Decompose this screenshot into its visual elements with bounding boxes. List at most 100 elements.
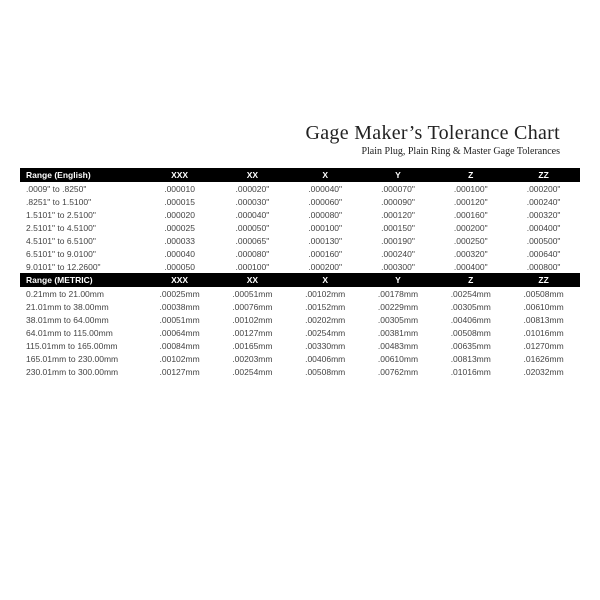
cell-range: 6.5101" to 9.0100" [20, 247, 143, 260]
cell-z: .01016mm [434, 365, 507, 378]
table-row: 9.0101" to 12.2600".000050.000100".00020… [20, 260, 580, 273]
cell-x: .00202mm [289, 313, 362, 326]
cell-xx: .00102mm [216, 313, 289, 326]
chart-subtitle: Plain Plug, Plain Ring & Master Gage Tol… [306, 146, 561, 157]
col-xx: XX [216, 273, 289, 287]
cell-z: .000320" [434, 247, 507, 260]
cell-range: 1.5101" to 2.5100" [20, 208, 143, 221]
table-row: 21.01mm to 38.00mm.00038mm.00076mm.00152… [20, 300, 580, 313]
cell-xx: .00076mm [216, 300, 289, 313]
col-zz: ZZ [507, 273, 580, 287]
cell-y: .000120" [362, 208, 435, 221]
cell-x: .00102mm [289, 287, 362, 300]
cell-xxx: .00084mm [143, 339, 216, 352]
col-xxx: XXX [143, 273, 216, 287]
cell-xxx: .00025mm [143, 287, 216, 300]
cell-xx: .00203mm [216, 352, 289, 365]
cell-x: .00254mm [289, 326, 362, 339]
cell-xx: .000065" [216, 234, 289, 247]
cell-zz: .01016mm [507, 326, 580, 339]
table-row: 115.01mm to 165.00mm.00084mm.00165mm.003… [20, 339, 580, 352]
table-row: 4.5101" to 6.5100".000033.000065".000130… [20, 234, 580, 247]
col-zz: ZZ [507, 168, 580, 182]
cell-range: 38.01mm to 64.00mm [20, 313, 143, 326]
col-xxx: XXX [143, 168, 216, 182]
cell-z: .00635mm [434, 339, 507, 352]
title-block: Gage Maker’s Tolerance Chart Plain Plug,… [306, 122, 561, 157]
cell-range: 2.5101" to 4.5100" [20, 221, 143, 234]
cell-xxx: .00038mm [143, 300, 216, 313]
cell-range: 4.5101" to 6.5100" [20, 234, 143, 247]
cell-x: .00508mm [289, 365, 362, 378]
cell-y: .000300" [362, 260, 435, 273]
cell-xxx: .000025 [143, 221, 216, 234]
cell-range: .8251" to 1.5100" [20, 195, 143, 208]
col-z: Z [434, 273, 507, 287]
cell-z: .000250" [434, 234, 507, 247]
cell-range: 64.01mm to 115.00mm [20, 326, 143, 339]
cell-zz: .000800" [507, 260, 580, 273]
cell-x: .000200" [289, 260, 362, 273]
cell-z: .00305mm [434, 300, 507, 313]
table-row: 230.01mm to 300.00mm.00127mm.00254mm.005… [20, 365, 580, 378]
cell-zz: .000640" [507, 247, 580, 260]
cell-x: .000130" [289, 234, 362, 247]
cell-zz: .000500" [507, 234, 580, 247]
cell-z: .000400" [434, 260, 507, 273]
cell-xxx: .000010 [143, 182, 216, 195]
cell-y: .00610mm [362, 352, 435, 365]
cell-range: 0.21mm to 21.00mm [20, 287, 143, 300]
cell-range: 9.0101" to 12.2600" [20, 260, 143, 273]
cell-z: .00813mm [434, 352, 507, 365]
cell-y: .00178mm [362, 287, 435, 300]
cell-x: .000160" [289, 247, 362, 260]
table-row: .0009" to .8250".000010.000020".000040".… [20, 182, 580, 195]
cell-z: .000200" [434, 221, 507, 234]
metric-table: Range (METRIC) XXX XX X Y Z ZZ 0.21mm to… [20, 273, 580, 378]
cell-xx: .000050" [216, 221, 289, 234]
cell-x: .00152mm [289, 300, 362, 313]
table-row: 6.5101" to 9.0100".000040.000080".000160… [20, 247, 580, 260]
cell-y: .00381mm [362, 326, 435, 339]
cell-x: .000080" [289, 208, 362, 221]
cell-xx: .000020" [216, 182, 289, 195]
cell-z: .00406mm [434, 313, 507, 326]
cell-zz: .00813mm [507, 313, 580, 326]
chart-title: Gage Maker’s Tolerance Chart [306, 122, 561, 145]
cell-xxx: .00102mm [143, 352, 216, 365]
page: Gage Maker’s Tolerance Chart Plain Plug,… [0, 0, 600, 600]
cell-z: .000120" [434, 195, 507, 208]
col-y: Y [362, 168, 435, 182]
cell-x: .00406mm [289, 352, 362, 365]
cell-x: .000060" [289, 195, 362, 208]
table-row: .8251" to 1.5100".000015.000030".000060"… [20, 195, 580, 208]
cell-x: .00330mm [289, 339, 362, 352]
cell-y: .00305mm [362, 313, 435, 326]
cell-zz: .00610mm [507, 300, 580, 313]
cell-y: .00483mm [362, 339, 435, 352]
cell-xx: .00165mm [216, 339, 289, 352]
col-z: Z [434, 168, 507, 182]
cell-xxx: .000020 [143, 208, 216, 221]
table-row: 165.01mm to 230.00mm.00102mm.00203mm.004… [20, 352, 580, 365]
cell-xx: .00127mm [216, 326, 289, 339]
cell-y: .000090" [362, 195, 435, 208]
metric-header-row: Range (METRIC) XXX XX X Y Z ZZ [20, 273, 580, 287]
cell-y: .00762mm [362, 365, 435, 378]
cell-xx: .00051mm [216, 287, 289, 300]
cell-zz: .000240" [507, 195, 580, 208]
cell-zz: .000400" [507, 221, 580, 234]
cell-x: .000100" [289, 221, 362, 234]
cell-xxx: .00051mm [143, 313, 216, 326]
cell-range: .0009" to .8250" [20, 182, 143, 195]
cell-y: .000150" [362, 221, 435, 234]
col-range-english: Range (English) [20, 168, 143, 182]
cell-xx: .000080" [216, 247, 289, 260]
cell-y: .000190" [362, 234, 435, 247]
cell-z: .000100" [434, 182, 507, 195]
cell-x: .000040" [289, 182, 362, 195]
cell-z: .00508mm [434, 326, 507, 339]
cell-y: .00229mm [362, 300, 435, 313]
table-row: 64.01mm to 115.00mm.00064mm.00127mm.0025… [20, 326, 580, 339]
cell-xxx: .000040 [143, 247, 216, 260]
